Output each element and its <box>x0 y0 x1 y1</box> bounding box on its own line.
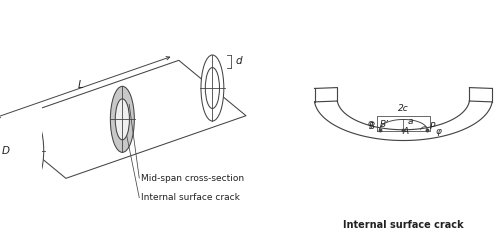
Text: P: P <box>430 122 436 131</box>
Ellipse shape <box>201 55 224 121</box>
Text: Internal surface crack: Internal surface crack <box>140 193 239 202</box>
Text: φ: φ <box>436 127 442 136</box>
Text: 2c: 2c <box>398 104 408 113</box>
Text: a: a <box>408 117 414 126</box>
Text: A: A <box>402 127 408 136</box>
Text: D: D <box>2 146 10 156</box>
Ellipse shape <box>110 86 134 152</box>
Text: B’: B’ <box>380 120 388 129</box>
Text: L: L <box>78 80 83 90</box>
Ellipse shape <box>21 118 44 184</box>
Text: Internal surface crack: Internal surface crack <box>343 219 464 230</box>
Ellipse shape <box>206 68 220 108</box>
Text: d: d <box>236 56 242 66</box>
Ellipse shape <box>25 130 40 171</box>
Text: Mid-span cross-section: Mid-span cross-section <box>140 173 244 183</box>
Text: B: B <box>369 122 376 131</box>
Text: q: q <box>368 119 374 128</box>
Ellipse shape <box>116 99 130 140</box>
